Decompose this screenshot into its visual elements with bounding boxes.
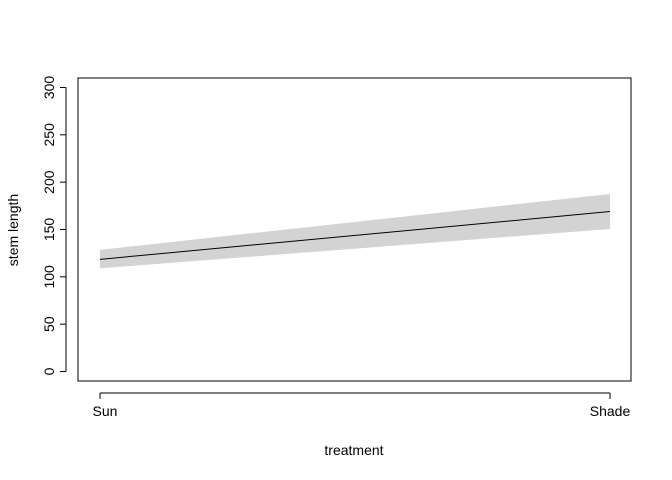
y-tick-label: 100 [41, 265, 57, 289]
y-tick-label: 0 [41, 367, 57, 375]
series-line [99, 211, 611, 260]
confidence-band-layer [100, 193, 610, 269]
y-axis: 0 50 100 150 200 250 300 [41, 76, 67, 375]
y-tick-label: 300 [41, 76, 57, 100]
plot-frame [77, 77, 632, 382]
x-tick-label: Sun [93, 403, 118, 419]
x-axis-title: treatment [324, 442, 383, 458]
series-line-layer [99, 211, 611, 260]
y-tick-label: 50 [41, 316, 57, 332]
x-tick-label: Shade [590, 403, 631, 419]
x-axis: Sun Shade [93, 392, 631, 419]
y-tick-label: 200 [41, 170, 57, 194]
y-axis-title: stem length [5, 194, 21, 266]
y-tick-label: 250 [41, 123, 57, 147]
y-tick-label: 150 [41, 218, 57, 242]
confidence-band [100, 193, 610, 269]
